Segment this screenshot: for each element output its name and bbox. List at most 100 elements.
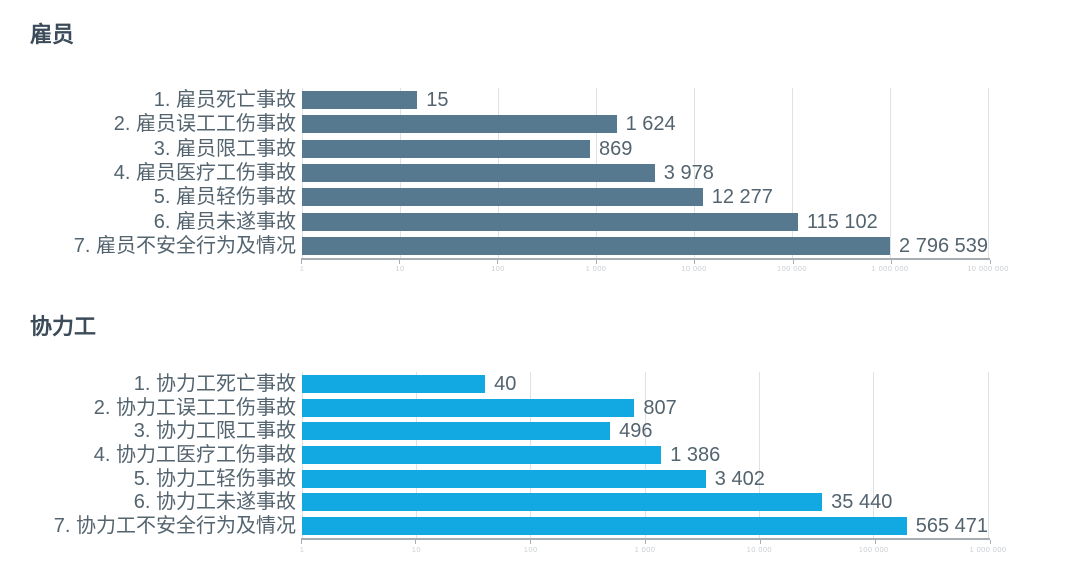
bar-rows: 15 1 624 869 3 978 12 277 115 102 2 796 539: [302, 88, 988, 258]
gridline: [987, 372, 989, 538]
axis-tick-mark: [792, 260, 794, 264]
category-label: 7. 协力工不安全行为及情况: [53, 515, 296, 538]
bar-row: 40: [302, 372, 988, 396]
category-label: 4. 雇员医疗工伤事故: [113, 161, 296, 184]
axis-line: [300, 258, 991, 264]
bar-row: 115 102: [302, 209, 988, 233]
bar-row: 807: [302, 396, 988, 420]
bar: [302, 115, 617, 134]
gridline: [873, 372, 875, 538]
gridline: [791, 88, 793, 258]
value-label: 15: [426, 89, 449, 112]
bar: [302, 374, 486, 393]
bar: [302, 493, 823, 512]
category-label: 5. 协力工轻伤事故: [133, 467, 296, 490]
bar-row: 565 471: [302, 514, 988, 538]
category-label: 3. 协力工限工事故: [133, 420, 296, 443]
axis-line: [300, 538, 991, 544]
bar-row: 869: [302, 137, 988, 161]
bar-row: 3 978: [302, 161, 988, 185]
value-label: 1 386: [670, 444, 721, 467]
bar-row: 1 386: [302, 443, 988, 467]
bar-row: 35 440: [302, 491, 988, 515]
plot-area: 15 1 624 869 3 978 12 277 115 102 2 796 539: [301, 88, 989, 258]
axis-tick-mark: [300, 260, 302, 264]
axis-tick-mark: [874, 540, 876, 544]
x-tick-label: 1: [299, 264, 305, 273]
bar-row: 496: [302, 419, 988, 443]
value-label: 40: [494, 372, 517, 395]
bar: [302, 469, 706, 488]
axis-tick-mark: [398, 260, 400, 264]
axis-tick-mark: [497, 260, 499, 264]
axis-tick-labels: 1 10 100 1 000 10 000 100 000 1 000 000: [299, 545, 1006, 556]
axis-tick-mark: [530, 540, 532, 544]
bar-row: 1 624: [302, 112, 988, 136]
axis-tick-mark: [759, 540, 761, 544]
category-label: 1. 协力工死亡事故: [133, 372, 296, 395]
category-label: 3. 雇员限工事故: [153, 137, 296, 160]
x-tick-label: 1 000 000: [871, 264, 909, 273]
axis-tick-mark: [300, 540, 302, 544]
x-tick-label: 1 000: [585, 264, 607, 273]
category-label: 6. 协力工未遂事故: [133, 491, 296, 514]
category-label-column: 1. 雇员死亡事故 2. 雇员误工工伤事故 3. 雇员限工事故 4. 雇员医疗工伤事故…: [0, 88, 296, 258]
category-label: 6. 雇员未遂事故: [153, 210, 296, 233]
category-label-column: 1. 协力工死亡事故 2. 协力工误工工伤事故 3. 协力工限工事故 4. 协力工医疗…: [0, 372, 296, 538]
value-label: 496: [619, 420, 653, 443]
axis-tick-mark: [694, 260, 696, 264]
value-label: 3 978: [663, 161, 714, 184]
plot-area: 40 807 496 1 386 3 402 35 440 565 471: [301, 372, 989, 538]
axis-tick-mark: [415, 540, 417, 544]
x-tick-label: 10 000: [746, 545, 772, 554]
bar: [302, 139, 591, 158]
value-label: 3 402: [714, 467, 765, 490]
category-label: 2. 协力工误工工伤事故: [93, 396, 296, 419]
gridline: [987, 88, 989, 258]
x-tick-label: 10: [395, 264, 405, 273]
value-label: 2 796 539: [899, 234, 988, 257]
bar: [302, 188, 703, 207]
category-label: 1. 雇员死亡事故: [153, 89, 296, 112]
bar-row: 15: [302, 88, 988, 112]
bar-row: 2 796 539: [302, 234, 988, 258]
x-tick-label: 10 000: [681, 264, 707, 273]
contractors-chart-title: 协力工: [30, 314, 97, 339]
bar: [302, 446, 662, 465]
value-label: 115 102: [806, 210, 878, 233]
bar-rows: 40 807 496 1 386 3 402 35 440 565 471: [302, 372, 988, 538]
bar: [302, 91, 418, 110]
value-label: 565 471: [915, 515, 988, 538]
axis-tick-mark: [989, 260, 991, 264]
x-tick-label: 10: [411, 545, 421, 554]
bar: [302, 422, 611, 441]
bar: [302, 236, 891, 255]
bar-row: 3 402: [302, 467, 988, 491]
x-tick-label: 100 000: [777, 264, 807, 273]
gridline: [693, 88, 695, 258]
x-tick-label: 100: [523, 545, 538, 554]
bar: [302, 212, 798, 231]
value-label: 869: [599, 137, 633, 160]
bar: [302, 163, 655, 182]
x-tick-label: 100 000: [858, 545, 889, 554]
gridline: [758, 372, 760, 538]
x-tick-label: 1: [299, 545, 305, 554]
axis-tick-mark: [989, 540, 991, 544]
x-tick-label: 10 000 000: [967, 264, 1009, 273]
gridline: [889, 88, 891, 258]
employees-chart-title: 雇员: [30, 22, 75, 47]
bar-row: 12 277: [302, 185, 988, 209]
value-label: 35 440: [831, 491, 893, 514]
bar: [302, 517, 907, 536]
axis-tick-mark: [891, 260, 893, 264]
x-tick-label: 1 000 000: [969, 545, 1007, 554]
x-tick-label: 1 000: [634, 545, 656, 554]
x-tick-label: 100: [491, 264, 505, 273]
category-label: 7. 雇员不安全行为及情况: [73, 234, 296, 257]
value-label: 12 277: [711, 186, 773, 209]
category-label: 5. 雇员轻伤事故: [153, 186, 296, 209]
bar: [302, 398, 635, 417]
category-label: 2. 雇员误工工伤事故: [113, 113, 296, 136]
category-label: 4. 协力工医疗工伤事故: [93, 444, 296, 467]
